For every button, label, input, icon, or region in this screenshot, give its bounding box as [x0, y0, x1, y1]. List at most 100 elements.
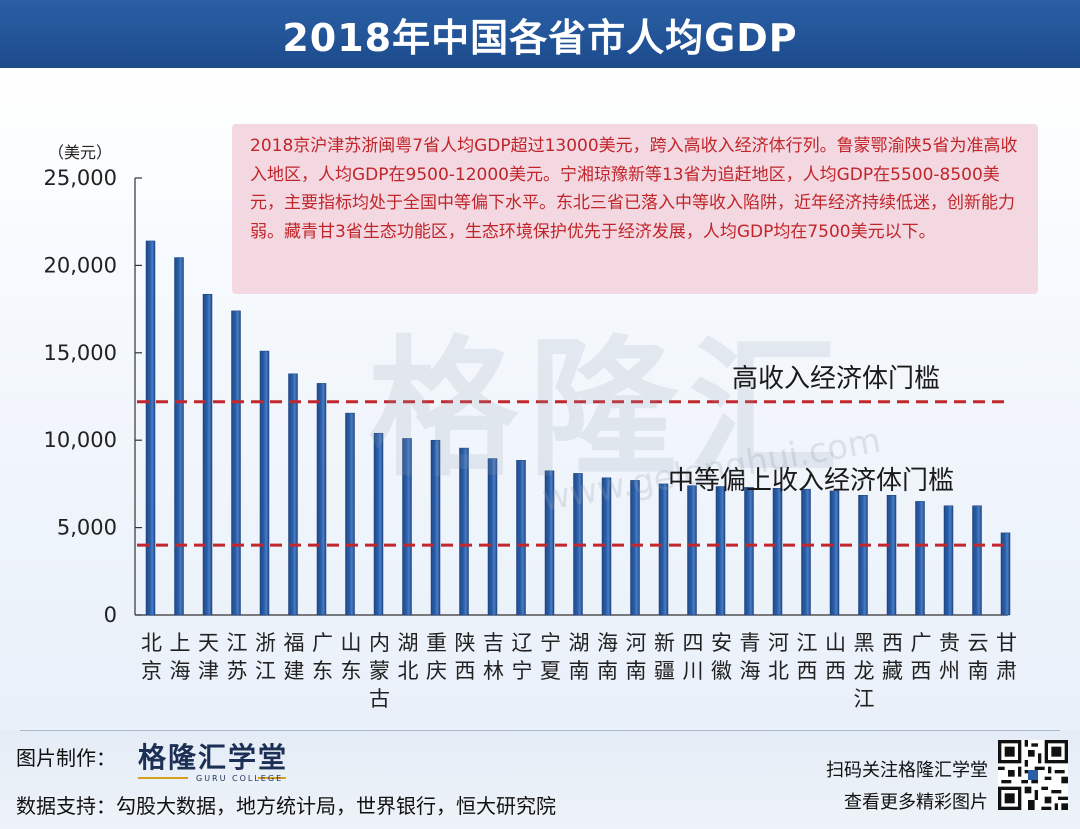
x-tick-label: 南: [968, 659, 989, 683]
x-tick-label: 津: [198, 659, 219, 683]
x-tick-label: 湖: [398, 631, 419, 655]
bar: [801, 488, 811, 616]
bar: [516, 460, 526, 616]
bar: [715, 486, 726, 616]
x-tick-label: 东: [312, 659, 333, 683]
x-tick-label: 四: [683, 631, 704, 655]
x-tick-label: 黑: [854, 631, 875, 655]
bar: [915, 501, 925, 616]
x-tick-label: 庆: [426, 659, 447, 683]
bar: [259, 350, 270, 616]
bar: [402, 438, 412, 616]
x-tick-label: 贵: [939, 631, 960, 655]
x-tick-label: 辽: [512, 631, 533, 655]
qr-code-icon[interactable]: [998, 740, 1068, 810]
bar: [459, 447, 469, 616]
x-tick-label: 北: [141, 631, 162, 655]
x-tick-label: 夏: [540, 659, 561, 683]
bar: [744, 487, 754, 616]
bar: [202, 293, 213, 616]
y-tick-label: 0: [104, 603, 117, 627]
bar: [430, 439, 441, 616]
bar: [687, 485, 697, 616]
x-tick-label: 广: [911, 631, 932, 655]
upper-middle-income-threshold-label: 中等偏上收入经济体门槛: [668, 466, 955, 496]
bar: [487, 458, 498, 616]
data-source-row: 数据支持：勾股大数据，地方统计局，世界银行，恒大研究院: [16, 790, 556, 819]
bar: [858, 495, 868, 616]
high-income-threshold-label: 高收入经济体门槛: [732, 364, 941, 394]
x-tick-label: 西: [825, 659, 846, 683]
x-tick-label: 西: [797, 659, 818, 683]
data-source-label: 数据支持：: [16, 794, 116, 818]
x-tick-label: 青: [740, 631, 761, 655]
x-tick-label: 陕: [455, 631, 476, 655]
x-tick-label: 海: [740, 659, 761, 683]
x-tick-label: 浙: [255, 631, 276, 655]
bar: [231, 310, 241, 616]
y-tick-label: 5,000: [57, 516, 117, 540]
bar: [174, 257, 184, 616]
bar: [772, 488, 783, 616]
bar: [544, 470, 555, 616]
x-tick-label: 北: [398, 659, 419, 683]
x-tick-label: 江: [255, 659, 276, 683]
bar: [829, 490, 840, 616]
x-tick-label: 古: [369, 687, 390, 711]
bar: [345, 412, 355, 616]
x-tick-label: 建: [284, 659, 305, 683]
x-tick-label: 江: [854, 687, 875, 711]
x-tick-label: 天: [198, 631, 219, 655]
x-tick-label: 云: [968, 631, 989, 655]
x-tick-label: 山: [825, 631, 846, 655]
bar: [972, 505, 982, 616]
brand-subtitle: GURU COLLEGE: [196, 774, 284, 783]
x-tick-label: 吉: [483, 631, 504, 655]
made-by-label: 图片制作：: [16, 746, 116, 770]
x-tick-label: 内: [369, 631, 390, 655]
footer: 图片制作： 格隆汇学堂 GURU COLLEGE 数据支持：勾股大数据，地方统计…: [0, 730, 1080, 829]
x-tick-label: 藏: [882, 659, 903, 683]
x-tick-label: 西: [882, 631, 903, 655]
y-tick-label: 25,000: [44, 166, 117, 190]
x-tick-label: 西: [455, 659, 476, 683]
x-tick-label: 海: [170, 659, 191, 683]
x-tick-label: 江: [797, 631, 818, 655]
x-tick-label: 宁: [540, 631, 561, 655]
x-tick-label: 西: [911, 659, 932, 683]
bar: [316, 383, 327, 616]
x-tick-label: 南: [626, 659, 647, 683]
y-tick-label: 20,000: [44, 253, 117, 277]
x-tick-label: 江: [227, 631, 248, 655]
bar: [1000, 532, 1011, 616]
x-tick-label: 南: [597, 659, 618, 683]
qr-caption-line1: 扫码关注格隆汇学堂: [826, 760, 988, 781]
y-tick-label: 10,000: [44, 428, 117, 452]
x-tick-label: 山: [341, 631, 362, 655]
x-tick-label: 福: [284, 631, 305, 655]
x-tick-label: 京: [141, 659, 162, 683]
x-tick-label: 新: [654, 631, 675, 655]
brand-underline: [138, 777, 188, 779]
x-tick-label: 湖: [569, 631, 590, 655]
bar: [288, 373, 298, 616]
x-tick-label: 蒙: [369, 659, 390, 683]
y-axis-unit-label: （美元）: [48, 143, 112, 162]
chart-title: 2018年中国各省市人均GDP: [0, 0, 1080, 68]
x-tick-label: 徽: [711, 659, 732, 683]
x-tick-label: 肃: [996, 659, 1017, 683]
x-tick-label: 甘: [996, 631, 1017, 655]
brand-logo: 格隆汇学堂: [138, 741, 289, 774]
bar: [943, 505, 954, 616]
qr-caption-line2: 查看更多精彩图片: [844, 792, 988, 813]
x-tick-label: 广: [312, 631, 333, 655]
annotation-box: 2018京沪津苏浙闽粤7省人均GDP超过13000美元，跨入高收入经济体行列。鲁…: [232, 124, 1038, 294]
x-tick-label: 苏: [227, 659, 248, 683]
bar: [886, 495, 897, 616]
x-tick-label: 安: [711, 631, 732, 655]
x-tick-label: 南: [569, 659, 590, 683]
x-tick-label: 疆: [654, 659, 675, 683]
x-tick-label: 北: [768, 659, 789, 683]
bar: [373, 432, 384, 616]
x-tick-label: 林: [483, 659, 504, 683]
